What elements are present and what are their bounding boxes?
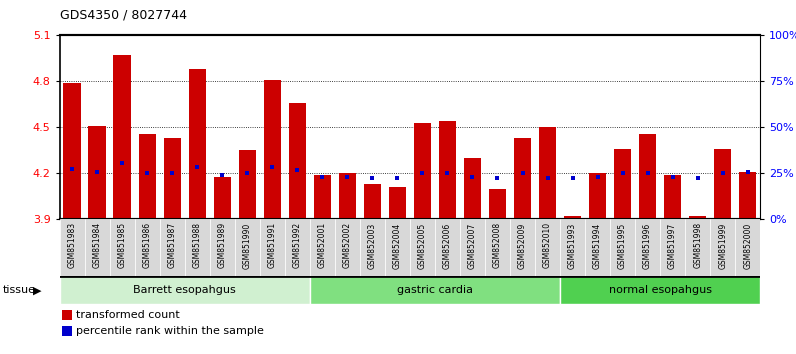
Bar bbox=[160, 219, 185, 276]
Bar bbox=[560, 276, 760, 304]
Text: GSM852007: GSM852007 bbox=[468, 222, 477, 269]
Bar bbox=[564, 216, 581, 219]
Bar bbox=[163, 138, 181, 219]
Bar bbox=[259, 219, 285, 276]
Bar bbox=[263, 80, 281, 219]
Bar bbox=[739, 172, 756, 219]
Bar bbox=[60, 276, 310, 304]
Bar bbox=[485, 219, 510, 276]
Text: GSM851992: GSM851992 bbox=[293, 222, 302, 268]
Bar bbox=[364, 184, 381, 219]
Text: GSM851988: GSM851988 bbox=[193, 222, 202, 268]
Text: GSM851994: GSM851994 bbox=[593, 222, 602, 269]
Text: GSM852008: GSM852008 bbox=[493, 222, 502, 268]
Bar bbox=[685, 219, 710, 276]
Text: GSM852009: GSM852009 bbox=[518, 222, 527, 269]
Text: GSM851986: GSM851986 bbox=[142, 222, 152, 268]
Bar bbox=[289, 103, 306, 219]
Bar bbox=[189, 69, 206, 219]
Text: GSM851997: GSM851997 bbox=[668, 222, 677, 269]
Bar bbox=[664, 175, 681, 219]
Text: GSM852003: GSM852003 bbox=[368, 222, 377, 269]
Bar bbox=[185, 219, 210, 276]
Text: GSM852001: GSM852001 bbox=[318, 222, 327, 268]
Bar bbox=[84, 219, 110, 276]
Bar bbox=[710, 219, 736, 276]
Bar bbox=[388, 187, 406, 219]
Bar bbox=[210, 219, 235, 276]
Bar bbox=[539, 127, 556, 219]
Bar bbox=[660, 219, 685, 276]
Text: tissue: tissue bbox=[2, 285, 35, 295]
Bar bbox=[314, 175, 331, 219]
Bar bbox=[639, 133, 657, 219]
Text: transformed count: transformed count bbox=[76, 310, 179, 320]
Text: GSM852000: GSM852000 bbox=[743, 222, 752, 269]
Bar bbox=[139, 133, 156, 219]
Text: GSM851985: GSM851985 bbox=[118, 222, 127, 268]
Bar bbox=[635, 219, 660, 276]
Bar bbox=[714, 149, 732, 219]
Text: GSM851984: GSM851984 bbox=[92, 222, 102, 268]
Text: GSM851996: GSM851996 bbox=[643, 222, 652, 269]
Bar bbox=[589, 173, 607, 219]
Bar bbox=[513, 138, 531, 219]
Text: GSM852002: GSM852002 bbox=[343, 222, 352, 268]
Bar bbox=[489, 189, 506, 219]
Text: normal esopahgus: normal esopahgus bbox=[609, 285, 712, 295]
Text: GSM852010: GSM852010 bbox=[543, 222, 552, 268]
Text: GSM852006: GSM852006 bbox=[443, 222, 452, 269]
Text: GSM851990: GSM851990 bbox=[243, 222, 252, 269]
Bar bbox=[410, 219, 435, 276]
Bar bbox=[88, 126, 106, 219]
Bar bbox=[135, 219, 160, 276]
Bar bbox=[414, 123, 431, 219]
Text: GSM851999: GSM851999 bbox=[718, 222, 728, 269]
Bar bbox=[213, 177, 231, 219]
Text: GSM852004: GSM852004 bbox=[393, 222, 402, 269]
Text: GSM852005: GSM852005 bbox=[418, 222, 427, 269]
Bar bbox=[435, 219, 460, 276]
Bar bbox=[385, 219, 410, 276]
Bar bbox=[310, 276, 560, 304]
Bar bbox=[585, 219, 610, 276]
Bar bbox=[235, 219, 259, 276]
Text: GSM851983: GSM851983 bbox=[68, 222, 76, 268]
Bar bbox=[110, 219, 135, 276]
Bar bbox=[285, 219, 310, 276]
Text: Barrett esopahgus: Barrett esopahgus bbox=[134, 285, 236, 295]
Bar bbox=[510, 219, 535, 276]
Text: GSM851989: GSM851989 bbox=[218, 222, 227, 268]
Bar bbox=[614, 149, 631, 219]
Bar bbox=[439, 121, 456, 219]
Text: GDS4350 / 8027744: GDS4350 / 8027744 bbox=[60, 9, 187, 22]
Bar bbox=[535, 219, 560, 276]
Bar bbox=[239, 150, 256, 219]
Bar bbox=[335, 219, 360, 276]
Text: GSM851998: GSM851998 bbox=[693, 222, 702, 268]
Bar bbox=[114, 55, 131, 219]
Bar bbox=[360, 219, 385, 276]
Bar bbox=[560, 219, 585, 276]
Bar bbox=[460, 219, 485, 276]
Bar bbox=[64, 83, 81, 219]
Text: GSM851991: GSM851991 bbox=[267, 222, 277, 268]
Text: percentile rank within the sample: percentile rank within the sample bbox=[76, 326, 263, 336]
Bar bbox=[689, 216, 706, 219]
Text: GSM851987: GSM851987 bbox=[168, 222, 177, 268]
Bar bbox=[464, 158, 482, 219]
Bar bbox=[610, 219, 635, 276]
Text: GSM851993: GSM851993 bbox=[568, 222, 577, 269]
Bar bbox=[338, 173, 356, 219]
Bar bbox=[310, 219, 335, 276]
Text: GSM851995: GSM851995 bbox=[618, 222, 627, 269]
Bar bbox=[60, 219, 84, 276]
Text: gastric cardia: gastric cardia bbox=[397, 285, 473, 295]
Bar bbox=[736, 219, 760, 276]
Text: ▶: ▶ bbox=[33, 285, 42, 295]
